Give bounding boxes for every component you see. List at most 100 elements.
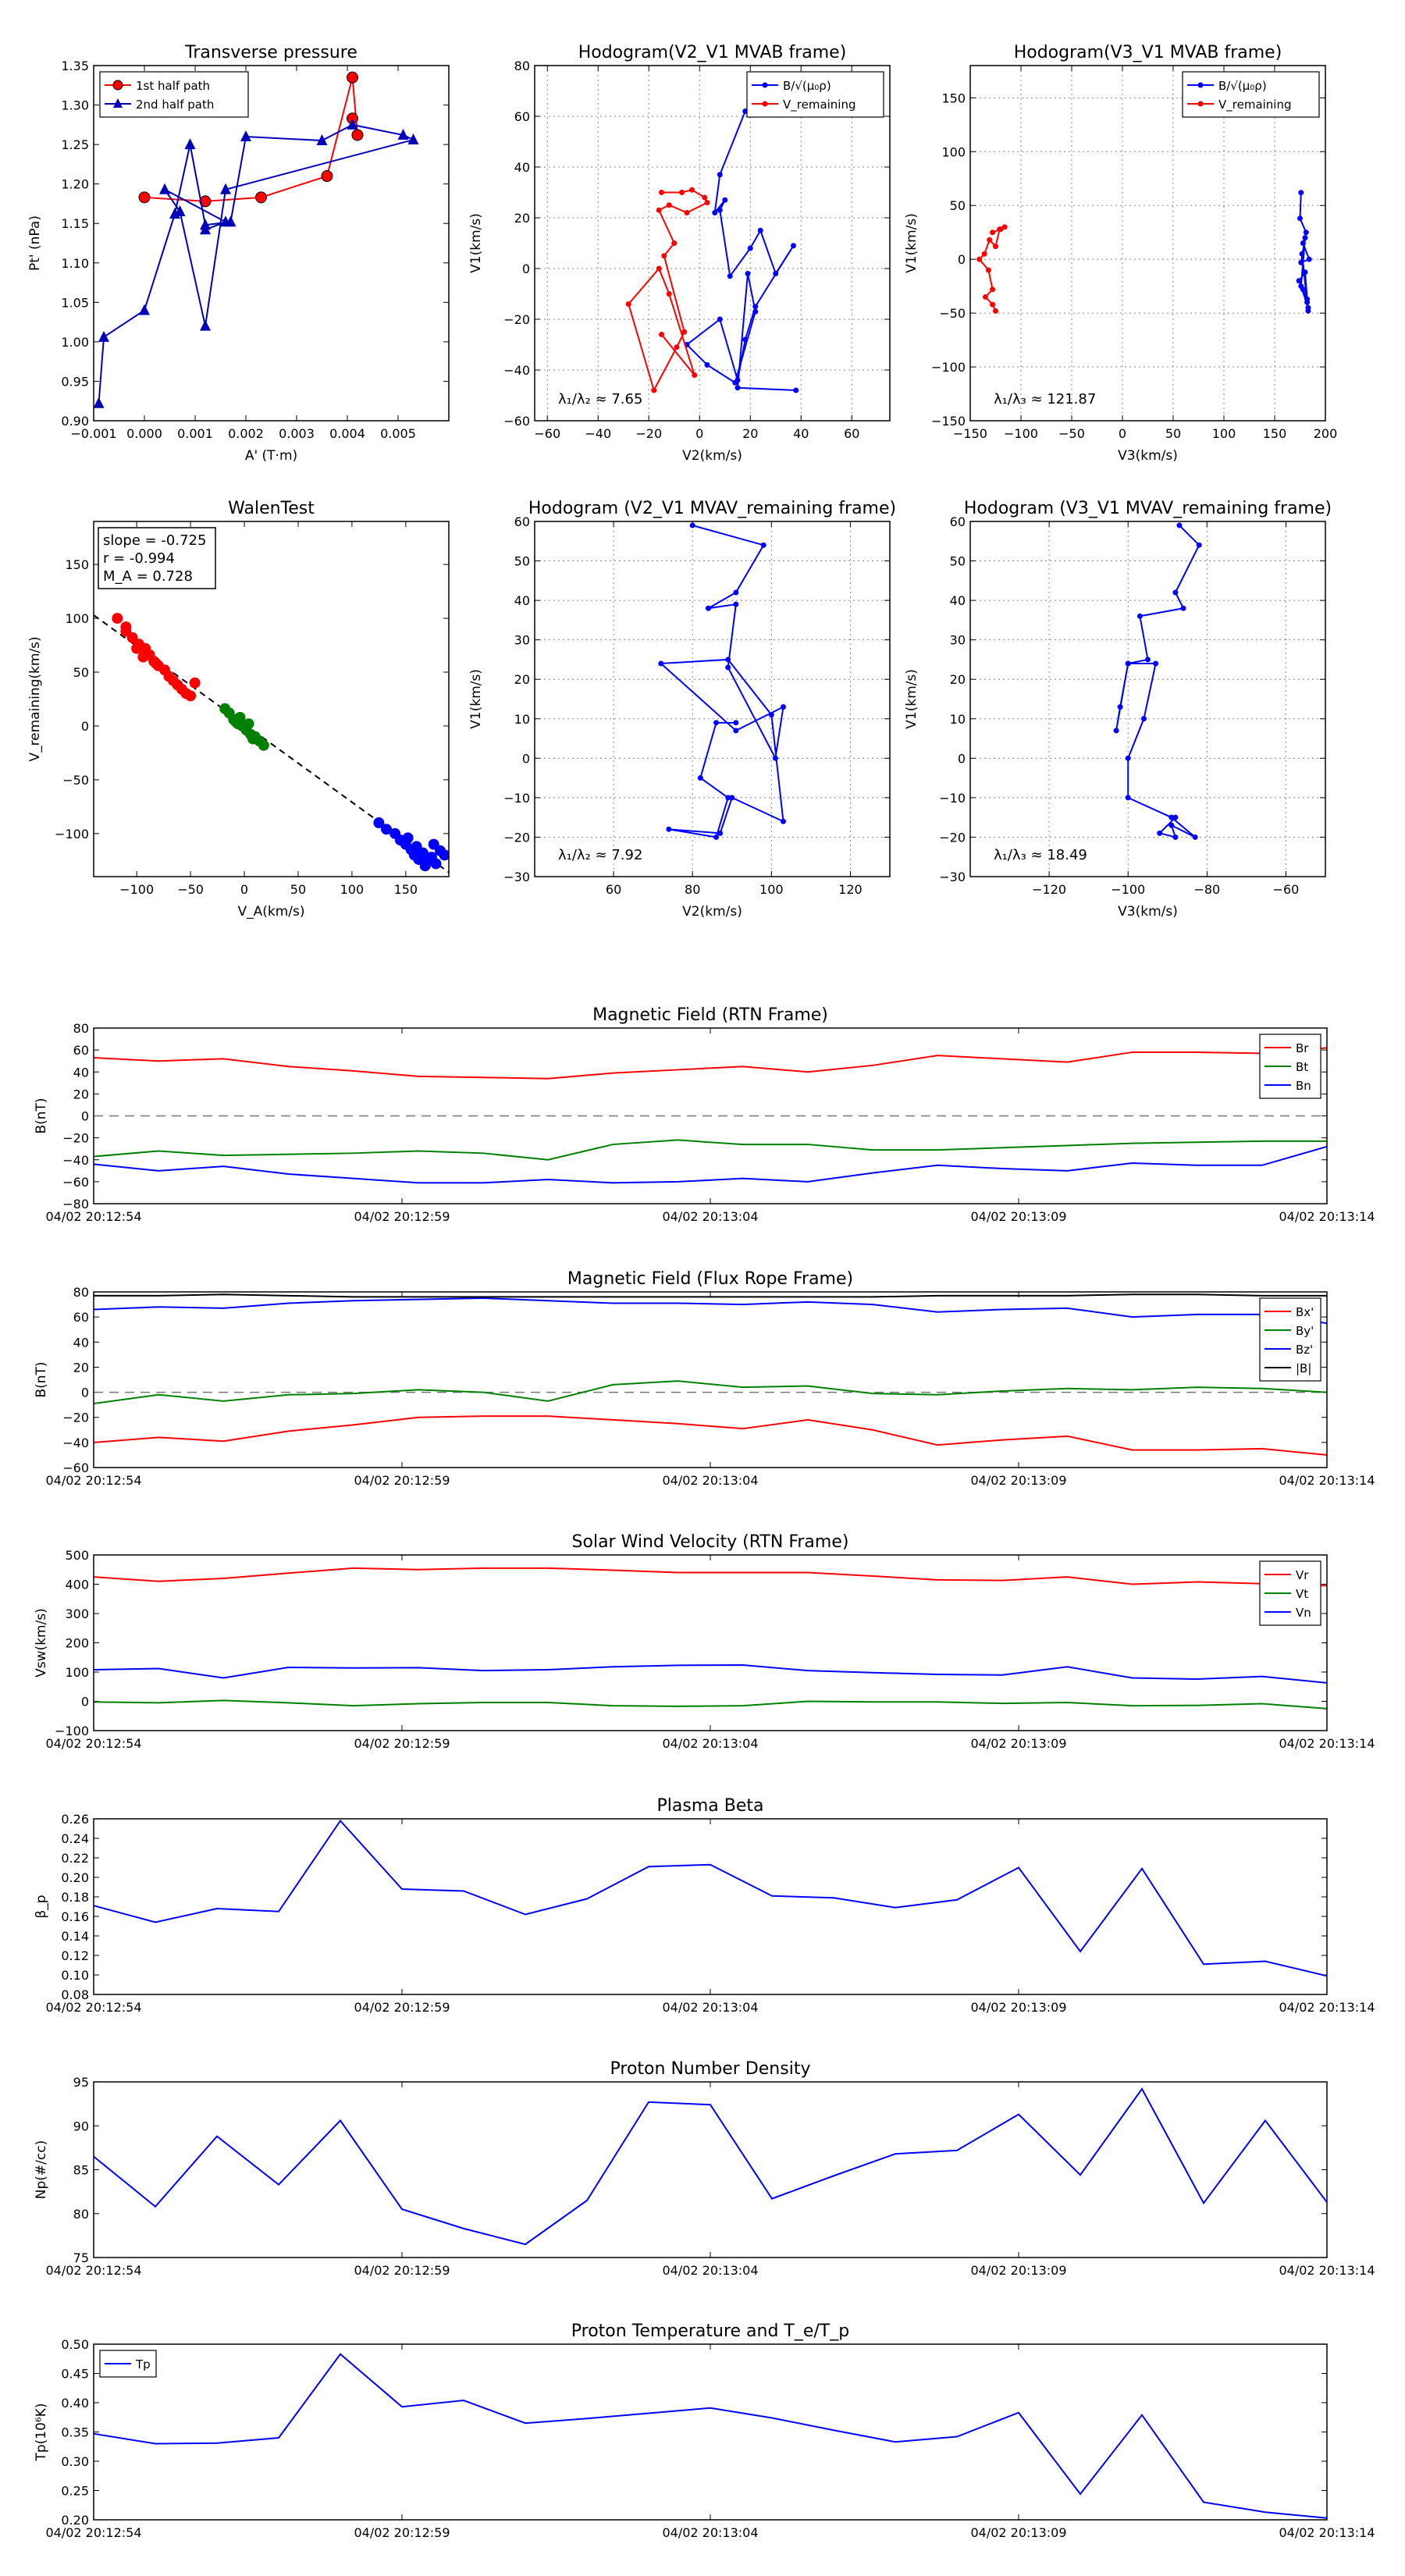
- chart-title: Plasma Beta: [657, 1796, 764, 1816]
- x-tick-label: 04/02 20:12:59: [354, 1209, 450, 1224]
- x-axis-label: V3(km/s): [1118, 904, 1178, 920]
- x-axis-label: V3(km/s): [1118, 448, 1178, 464]
- data-point: [220, 183, 231, 194]
- x-tick-label: 04/02 20:13:04: [662, 1209, 758, 1224]
- x-tick-label: 04/02 20:12:54: [45, 2525, 141, 2540]
- y-tick-label: 85: [73, 2163, 89, 2178]
- y-tick-label: 60: [950, 514, 966, 529]
- x-tick-label: 04/02 20:12:59: [354, 1736, 450, 1751]
- data-point: [1168, 822, 1175, 828]
- data-point: [684, 210, 690, 215]
- x-tick-label: −50: [1058, 426, 1085, 441]
- legend: Br Bt Bn: [1259, 1034, 1321, 1099]
- data-point: [725, 656, 731, 663]
- data-point: [1302, 235, 1308, 241]
- x-tick-label: 100: [759, 882, 784, 897]
- x-axis-label: V_A(km/s): [237, 904, 304, 920]
- x-tick-label: 0.003: [279, 426, 315, 441]
- data-point: [428, 838, 439, 850]
- y-tick-label: 100: [65, 611, 89, 626]
- y-tick-label: −50: [939, 306, 966, 321]
- data-point: [793, 387, 799, 393]
- data-point: [1172, 589, 1179, 596]
- y-tick-label: 80: [73, 2207, 89, 2222]
- data-point: [656, 265, 662, 272]
- y-axis-label: V1(km/s): [468, 669, 484, 729]
- y-tick-label: 95: [73, 2075, 89, 2090]
- y-tick-label: 10: [950, 712, 966, 727]
- plot-frame: [93, 1027, 1328, 1204]
- series-line-Np: [94, 2087, 1327, 2246]
- y-tick-label: 1.15: [61, 216, 89, 231]
- y-tick-label: 100: [65, 1665, 89, 1680]
- legend: B/√(μ₀ρ) V_remaining: [1182, 71, 1320, 118]
- y-tick-label: 1.25: [61, 137, 89, 152]
- data-point: [1125, 660, 1131, 667]
- y-tick-label: 0: [958, 751, 966, 766]
- data-point: [1168, 814, 1175, 820]
- x-tick-label: 150: [394, 882, 418, 897]
- data-point: [150, 658, 162, 669]
- x-tick-label: 04/02 20:12:59: [354, 1473, 450, 1488]
- y-tick-label: 40: [514, 593, 530, 608]
- x-tick-label: 100: [1212, 426, 1236, 441]
- data-point: [717, 207, 723, 213]
- y-tick-label: 0: [81, 719, 89, 734]
- y-tick-label: 60: [73, 1310, 89, 1325]
- data-point: [689, 187, 695, 193]
- y-tick-label: −60: [62, 1461, 89, 1475]
- data-point: [990, 229, 996, 236]
- data-point: [993, 308, 998, 314]
- y-tick-label: 1.10: [61, 256, 89, 271]
- y-tick-label: 0.26: [61, 1812, 89, 1827]
- chart-hodo4: Hodogram (V3_V1 MVAV_remaining frame) −30…: [904, 499, 1332, 920]
- data-point: [185, 690, 197, 702]
- data-point: [985, 267, 991, 273]
- data-point: [1196, 542, 1202, 548]
- series-line-Vn: [94, 1663, 1327, 1684]
- data-point: [742, 336, 749, 343]
- x-axis-label: V2(km/s): [682, 448, 742, 464]
- data-point: [712, 210, 718, 215]
- plot-area: [94, 1567, 1327, 1710]
- data-point: [1136, 613, 1143, 619]
- y-tick-label: −20: [62, 1131, 89, 1146]
- data-point: [402, 832, 414, 844]
- data-point: [1304, 299, 1311, 305]
- y-tick-label: 0.12: [61, 1948, 89, 1963]
- ticks: −30 −20 −10 0 10 20 30 40 50 60 60 80 100 120: [503, 514, 890, 897]
- data-point: [733, 601, 739, 607]
- x-tick-label: 0.005: [380, 426, 416, 441]
- series-line-By': [94, 1380, 1327, 1405]
- data-point: [976, 256, 983, 262]
- x-tick-label: −120: [1032, 882, 1066, 897]
- data-point: [983, 294, 988, 300]
- data-point: [1145, 656, 1151, 663]
- y-tick-label: −40: [503, 363, 530, 378]
- data-point: [990, 286, 996, 293]
- series-line-Tp: [94, 2353, 1327, 2519]
- data-point: [661, 253, 667, 259]
- data-point: [781, 704, 786, 710]
- legend-label: Br: [1296, 1041, 1309, 1055]
- chart-title: Hodogram(V2_V1 MVAB frame): [578, 43, 847, 62]
- data-point: [735, 385, 741, 391]
- data-point: [717, 172, 723, 178]
- series-line-V: [1115, 525, 1200, 838]
- data-point: [752, 308, 759, 315]
- data-point: [697, 775, 703, 781]
- x-tick-label: 120: [838, 882, 863, 897]
- data-point: [717, 830, 724, 836]
- data-point: [1298, 259, 1304, 265]
- data-point: [659, 190, 664, 195]
- x-tick-label: 80: [685, 882, 700, 897]
- chart-tp_temp: Proton Temperature and T_e/T_p0.200.250.…: [34, 2322, 1375, 2540]
- data-point: [752, 304, 759, 310]
- y-tick-label: −100: [931, 360, 966, 375]
- legend: 1st half path 2nd half path: [99, 71, 249, 118]
- x-tick-label: −80: [1193, 882, 1220, 897]
- plot-frame: [93, 65, 450, 422]
- series-line-Br: [94, 1047, 1327, 1080]
- data-point: [199, 195, 212, 208]
- y-axis-label: Vsw(km/s): [34, 1608, 49, 1678]
